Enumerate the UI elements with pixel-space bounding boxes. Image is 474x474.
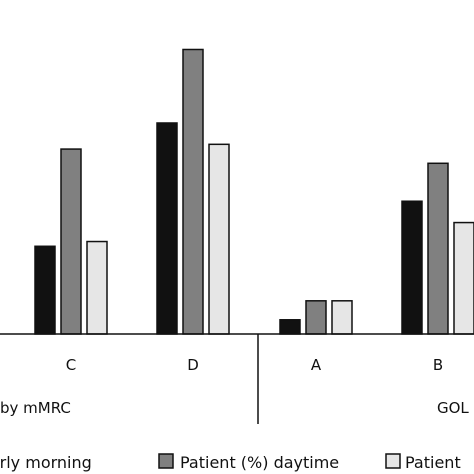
legend: early morning Patient (%) daytime Patient — [0, 453, 461, 472]
legend-swatch-2 — [158, 453, 174, 469]
legend-label-2: Patient (%) daytime — [180, 453, 339, 472]
bar-A-series-3 — [331, 300, 353, 335]
bar-B-series-2 — [427, 162, 449, 335]
bar-B-series-1 — [401, 200, 423, 335]
bar-C-series-1 — [34, 245, 56, 335]
x-tick-label-C: C — [66, 356, 76, 374]
x-tick-label-D: D — [187, 356, 199, 374]
legend-label-3: Patient — [405, 453, 461, 472]
legend-swatch-3 — [385, 453, 401, 469]
x-tick-label-B: B — [433, 356, 443, 374]
x-tick-label-A: A — [311, 356, 322, 374]
legend-label-1: early morning — [0, 453, 92, 472]
bar-A-series-1 — [279, 319, 301, 335]
bar-D-series-2 — [182, 48, 204, 335]
group-label-gol: GOL — [437, 399, 469, 417]
bar-D-series-1 — [156, 122, 178, 335]
bar-C-series-3 — [86, 240, 108, 335]
bar-B-series-3 — [453, 221, 474, 335]
bar-D-series-3 — [208, 143, 230, 335]
group-label-mmrc: by mMRC — [0, 399, 71, 417]
bars-layer — [34, 48, 474, 335]
bar-A-series-2 — [305, 300, 327, 335]
bar-C-series-2 — [60, 148, 82, 335]
